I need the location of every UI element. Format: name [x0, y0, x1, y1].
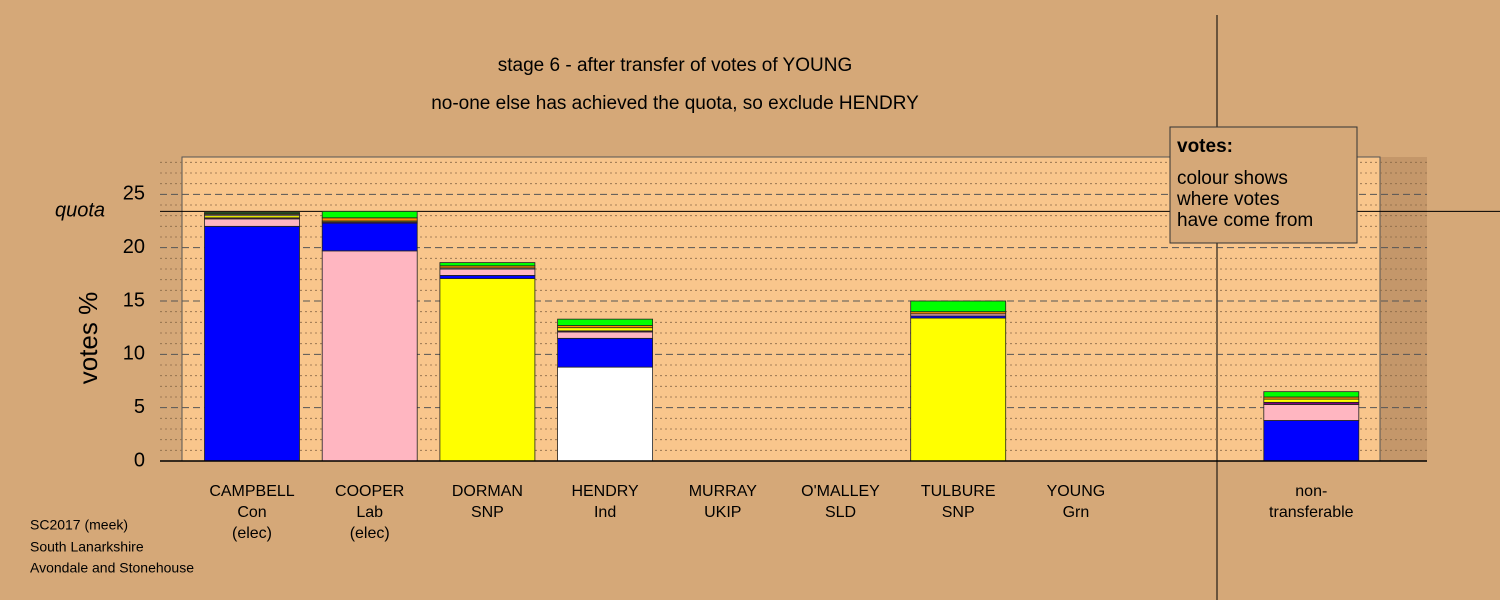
- x-tick-label: (elec): [350, 525, 390, 542]
- legend-text: where votes: [1176, 189, 1279, 210]
- bar-segment: [204, 225, 300, 462]
- y-tick-label: 5: [134, 396, 145, 418]
- footer: Avondale and Stonehouse: [30, 560, 194, 576]
- chart-subtitle: no-one else has achieved the quota, so e…: [431, 93, 919, 114]
- x-tick-label: O'MALLEY: [801, 483, 880, 500]
- bar-segment: [204, 212, 300, 214]
- x-tick-label: Grn: [1063, 504, 1090, 521]
- x-tick-label: non-: [1295, 483, 1327, 500]
- x-tick-label: Lab: [356, 504, 383, 521]
- legend-title: votes:: [1177, 136, 1233, 157]
- x-tick-label: SNP: [471, 504, 504, 521]
- chart-title: stage 6 - after transfer of votes of YOU…: [498, 55, 852, 76]
- legend-text: colour shows: [1177, 168, 1288, 189]
- x-tick-label: (elec): [232, 525, 272, 542]
- x-tick-label: Ind: [594, 504, 616, 521]
- bar-segment: [1263, 404, 1360, 421]
- footer: SC2017 (meek): [30, 517, 128, 533]
- bar-segment: [910, 300, 1007, 313]
- x-tick-label: TULBURE: [921, 483, 996, 500]
- bar-segment: [1263, 391, 1360, 398]
- bar-segment: [204, 218, 300, 227]
- y-tick-label: 25: [123, 183, 145, 205]
- x-tick-label: SNP: [942, 504, 975, 521]
- x-tick-label: SLD: [825, 504, 856, 521]
- bar-segment: [910, 317, 1007, 462]
- bar-segment: [321, 250, 418, 462]
- footer: South Lanarkshire: [30, 539, 144, 555]
- x-tick-label: HENDRY: [571, 483, 639, 500]
- bar-segment: [321, 222, 418, 252]
- y-tick-label: 10: [123, 343, 145, 365]
- bar-segment: [1263, 420, 1360, 462]
- bar-segment: [439, 262, 536, 267]
- bar-segment: [439, 274, 536, 279]
- x-tick-label: MURRAY: [689, 483, 757, 500]
- bar-segment: [557, 331, 653, 339]
- bar-segment: [557, 318, 653, 326]
- bar-segment: [439, 268, 536, 276]
- y-tick-label: 20: [123, 236, 145, 258]
- x-tick-label: COOPER: [335, 483, 404, 500]
- x-tick-label: transferable: [1269, 504, 1354, 521]
- x-tick-label: Con: [237, 504, 266, 521]
- marks: [160, 210, 1427, 462]
- y-tick-label: 0: [134, 449, 145, 471]
- legend-text: have come from: [1177, 210, 1313, 231]
- bar-segment: [321, 210, 418, 219]
- bar-segment: [1263, 398, 1360, 403]
- x-tick-label: CAMPBELL: [209, 483, 294, 500]
- y-axis-label: votes %: [73, 292, 103, 385]
- bar-segment: [439, 278, 536, 462]
- bar-segment: [321, 217, 418, 222]
- legend: votes: colour shows where votes have com…: [1169, 126, 1358, 244]
- side-shade: [1380, 157, 1427, 461]
- bar-segment: [557, 337, 653, 368]
- quota-label: quota: [55, 200, 105, 222]
- x-tick-label: DORMAN: [452, 483, 523, 500]
- x-tick-label: YOUNG: [1047, 483, 1106, 500]
- bar-segment: [557, 327, 653, 332]
- bar-segment: [557, 366, 653, 462]
- legend-box: [1169, 126, 1358, 244]
- x-tick-label: UKIP: [704, 504, 741, 521]
- y-tick-label: 15: [123, 289, 145, 311]
